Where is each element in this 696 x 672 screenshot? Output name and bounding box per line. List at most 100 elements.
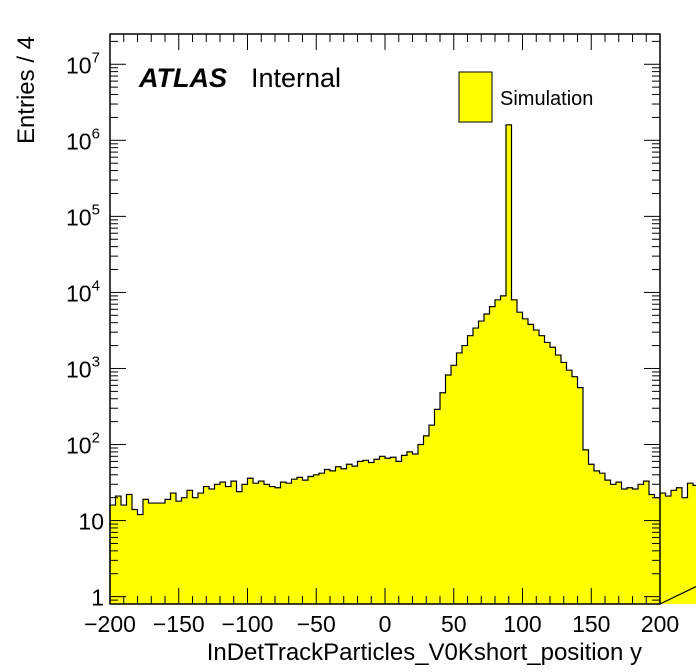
- histogram-bin: [374, 459, 380, 604]
- histogram-bin: [214, 484, 221, 604]
- histogram-bin: [687, 483, 694, 604]
- histogram-bin: [627, 487, 633, 604]
- histogram-bin: [407, 451, 413, 604]
- histogram-bin: [291, 479, 298, 604]
- histogram-bin: [489, 306, 496, 604]
- histogram-bin: [385, 458, 391, 604]
- histogram-bin: [132, 509, 138, 604]
- histogram-bin: [187, 490, 193, 604]
- histogram-bin: [599, 473, 606, 604]
- internal-label: Internal: [251, 63, 341, 93]
- histogram-bin: [181, 497, 188, 604]
- histogram-bin: [555, 355, 562, 604]
- histogram-bin: [605, 480, 611, 604]
- histogram-bin: [154, 503, 160, 604]
- histogram-bin: [478, 321, 485, 604]
- legend-swatch: [458, 71, 493, 123]
- histogram-bin: [335, 466, 342, 604]
- histogram-bin: [225, 486, 232, 604]
- histogram-bin: [429, 425, 435, 604]
- histogram-bin: [286, 483, 292, 604]
- histogram-bin: [665, 496, 672, 604]
- histogram-bin: [192, 497, 199, 604]
- histogram-bin: [434, 409, 441, 604]
- histogram-bin: [616, 482, 622, 604]
- histogram-bin: [115, 496, 122, 604]
- histogram-bin: [258, 481, 265, 604]
- histogram-bin: [467, 335, 474, 604]
- histogram-bin: [484, 314, 490, 604]
- histogram-bin: [170, 493, 177, 604]
- legend: Simulation: [458, 71, 593, 123]
- histogram-bin: [660, 493, 666, 604]
- histogram-bin: [165, 499, 171, 604]
- histogram-bin: [610, 484, 617, 604]
- histogram-bin: [236, 491, 243, 604]
- histogram-bin: [297, 477, 303, 604]
- histogram-bin: [379, 456, 386, 604]
- histogram-bin: [638, 484, 644, 604]
- histogram-bars: [110, 124, 696, 604]
- histogram-bin: [528, 324, 534, 604]
- histogram-bin: [176, 501, 182, 604]
- histogram-bin: [649, 494, 655, 604]
- histogram-bin: [121, 505, 127, 604]
- histogram-bin: [159, 503, 166, 604]
- histogram-bin: [313, 474, 320, 604]
- x-tick-label: −100: [222, 611, 274, 637]
- x-tick-label: −200: [84, 611, 136, 637]
- y-tick-label: 104: [66, 277, 100, 306]
- histogram-bin: [319, 473, 325, 604]
- histogram-bin: [517, 312, 523, 604]
- histogram-bin: [143, 499, 149, 604]
- x-tick-labels: −200 −150 −100 −50 0 50 100 150 200: [84, 611, 679, 637]
- histogram-bin: [203, 486, 210, 604]
- histogram-bin: [632, 489, 639, 604]
- x-tick-label: −150: [153, 611, 205, 637]
- histogram-bin: [566, 370, 573, 604]
- histogram-bin: [577, 387, 584, 604]
- y-tick-label: 103: [66, 353, 100, 382]
- histogram-bin: [341, 468, 347, 604]
- x-tick-label: 0: [379, 611, 392, 637]
- histogram-bin: [269, 486, 276, 604]
- histogram-bin: [302, 480, 309, 604]
- histogram-bin: [242, 484, 248, 604]
- histogram-bin: [550, 347, 556, 604]
- histogram-bin: [390, 457, 397, 604]
- histogram-bin: [423, 435, 430, 604]
- histogram-bin: [330, 470, 336, 604]
- histogram-bin: [308, 476, 314, 604]
- histogram-bin: [522, 318, 529, 604]
- histogram-bin: [231, 481, 237, 604]
- histogram-bin: [539, 335, 545, 604]
- y-tick-label: 107: [66, 49, 100, 78]
- histogram-bin: [583, 449, 589, 604]
- histogram-bin: [440, 392, 446, 604]
- histogram-bin: [693, 485, 696, 604]
- histogram-outline: [109, 124, 696, 605]
- histogram-bin: [676, 487, 683, 604]
- histogram-bin: [401, 455, 408, 604]
- histogram-bin: [110, 505, 116, 604]
- x-tick-label: 150: [572, 611, 610, 637]
- histogram-bin: [396, 461, 402, 604]
- histogram-bin: [220, 482, 226, 604]
- y-tick-label: 106: [66, 125, 100, 154]
- histogram-bin: [561, 362, 567, 604]
- y-tick-label: 105: [66, 201, 100, 230]
- y-tick-label: 102: [66, 430, 100, 459]
- histogram-bin: [247, 478, 254, 604]
- x-tick-label: 200: [641, 611, 679, 637]
- histogram-bin: [473, 328, 479, 604]
- atlas-label: ATLAS: [138, 63, 227, 93]
- x-axis-title: InDetTrackParticles_V0Kshort_position y: [207, 639, 642, 666]
- histogram-bin: [275, 487, 281, 604]
- histogram-bin: [280, 482, 287, 604]
- histogram-bin: [368, 462, 375, 604]
- histogram-bin: [324, 469, 331, 604]
- x-tick-label: −50: [297, 611, 336, 637]
- histogram-bin: [253, 483, 259, 604]
- histogram-bin: [500, 295, 507, 604]
- histogram-bin: [148, 503, 155, 604]
